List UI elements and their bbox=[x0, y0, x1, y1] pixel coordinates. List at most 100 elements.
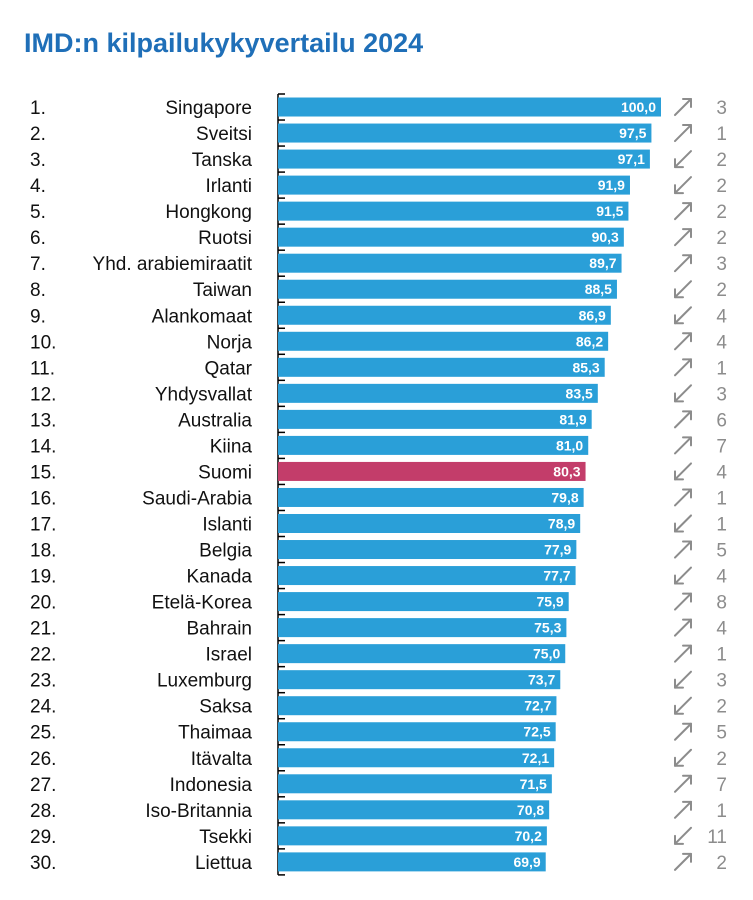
trend-down-arrow-icon bbox=[674, 514, 692, 533]
rank-label: 17. bbox=[30, 514, 56, 535]
country-label: Israel bbox=[206, 645, 252, 666]
bar bbox=[278, 722, 556, 742]
chart-row: 29. Tsekki 70,2 11 bbox=[30, 826, 727, 848]
trend-up-arrow-icon bbox=[674, 540, 692, 559]
trend-up-arrow-icon bbox=[674, 488, 692, 507]
chart-row: 25. Thaimaa 72,5 5 bbox=[30, 722, 727, 744]
trend-up-arrow-icon bbox=[674, 202, 692, 221]
rank-change-label: 3 bbox=[716, 254, 727, 275]
rank-label: 8. bbox=[30, 280, 46, 301]
rank-change-label: 8 bbox=[716, 593, 727, 614]
rank-label: 3. bbox=[30, 150, 46, 171]
country-label: Bahrain bbox=[187, 619, 253, 640]
value-label: 77,7 bbox=[543, 568, 570, 584]
bar bbox=[278, 748, 555, 768]
rank-change-label: 2 bbox=[716, 749, 727, 770]
trend-up-arrow-icon bbox=[674, 774, 692, 793]
chart-row: 7. Yhd. arabiemiraatit 89,7 3 bbox=[30, 253, 727, 275]
rank-label: 21. bbox=[30, 619, 56, 640]
value-label: 97,1 bbox=[618, 151, 645, 167]
rank-change-label: 2 bbox=[716, 228, 727, 249]
rank-change-label: 4 bbox=[716, 619, 727, 640]
bar bbox=[278, 540, 577, 560]
value-label: 72,7 bbox=[524, 698, 551, 714]
country-label: Suomi bbox=[198, 462, 252, 483]
country-label: Belgia bbox=[199, 541, 252, 562]
value-label: 75,9 bbox=[536, 594, 563, 610]
country-label: Thaimaa bbox=[178, 723, 252, 744]
value-label: 91,9 bbox=[598, 177, 625, 193]
chart-row: 20. Etelä-Korea 75,9 8 bbox=[30, 592, 727, 614]
rank-change-label: 5 bbox=[716, 541, 727, 562]
rank-change-label: 4 bbox=[716, 567, 727, 588]
rank-label: 22. bbox=[30, 645, 56, 666]
rank-change-label: 2 bbox=[716, 150, 727, 171]
value-label: 86,9 bbox=[579, 307, 606, 323]
chart-row: 22. Israel 75,0 1 bbox=[30, 644, 727, 666]
chart-title: IMD:n kilpailukykyvertailu 2024 bbox=[24, 28, 424, 58]
chart-row: 6. Ruotsi 90,3 2 bbox=[30, 227, 727, 249]
bar bbox=[278, 383, 598, 403]
trend-down-arrow-icon bbox=[674, 384, 692, 403]
country-label: Qatar bbox=[204, 358, 252, 379]
rank-change-label: 1 bbox=[716, 645, 727, 666]
trend-up-arrow-icon bbox=[674, 228, 692, 247]
bar bbox=[278, 409, 592, 429]
chart-row: 27. Indonesia 71,5 7 bbox=[30, 774, 727, 796]
rank-change-label: 2 bbox=[716, 280, 727, 301]
chart-row: 3. Tanska 97,1 2 bbox=[30, 149, 727, 171]
trend-down-arrow-icon bbox=[674, 670, 692, 689]
bar bbox=[278, 279, 617, 299]
rank-label: 5. bbox=[30, 202, 46, 223]
bar bbox=[278, 253, 622, 273]
value-label: 80,3 bbox=[553, 463, 580, 479]
value-label: 81,0 bbox=[556, 437, 583, 453]
chart-row: 11. Qatar 85,3 1 bbox=[30, 357, 727, 379]
bar bbox=[278, 513, 581, 533]
country-label: Singapore bbox=[165, 98, 252, 119]
value-label: 86,2 bbox=[576, 333, 603, 349]
value-label: 100,0 bbox=[621, 99, 656, 115]
value-label: 75,0 bbox=[533, 646, 560, 662]
trend-up-arrow-icon bbox=[674, 254, 692, 273]
rank-label: 19. bbox=[30, 567, 56, 588]
country-label: Saksa bbox=[199, 697, 252, 718]
chart-row: 18. Belgia 77,9 5 bbox=[30, 540, 727, 562]
trend-down-arrow-icon bbox=[674, 566, 692, 585]
chart-row: 30. Liettua 69,9 2 bbox=[30, 852, 727, 874]
country-label: Kiina bbox=[210, 436, 253, 457]
chart-row: 24. Saksa 72,7 2 bbox=[30, 696, 727, 718]
rank-change-label: 1 bbox=[716, 124, 727, 145]
trend-up-arrow-icon bbox=[674, 722, 692, 741]
country-label: Kanada bbox=[186, 567, 252, 588]
rank-label: 30. bbox=[30, 853, 56, 874]
bar bbox=[278, 696, 557, 716]
value-label: 83,5 bbox=[566, 385, 593, 401]
trend-up-arrow-icon bbox=[674, 618, 692, 637]
country-label: Taiwan bbox=[193, 280, 252, 301]
rank-change-label: 1 bbox=[716, 358, 727, 379]
rank-label: 26. bbox=[30, 749, 56, 770]
chart-row: 4. Irlanti 91,9 2 bbox=[30, 175, 727, 197]
rank-label: 9. bbox=[30, 306, 46, 327]
rank-label: 23. bbox=[30, 671, 56, 692]
rank-change-label: 2 bbox=[716, 697, 727, 718]
trend-up-arrow-icon bbox=[674, 124, 692, 143]
rank-label: 18. bbox=[30, 541, 56, 562]
bar bbox=[278, 123, 652, 143]
rank-change-label: 2 bbox=[716, 853, 727, 874]
value-label: 79,8 bbox=[551, 489, 578, 505]
rank-label: 4. bbox=[30, 176, 46, 197]
country-label: Islanti bbox=[202, 514, 252, 535]
bar bbox=[278, 227, 624, 247]
chart-row: 10. Norja 86,2 4 bbox=[30, 331, 727, 353]
chart-row: 16. Saudi-Arabia 79,8 1 bbox=[30, 487, 727, 509]
chart-row: 23. Luxemburg 73,7 3 bbox=[30, 670, 727, 692]
rank-label: 28. bbox=[30, 801, 56, 822]
value-label: 70,8 bbox=[517, 802, 544, 818]
bar bbox=[278, 331, 609, 351]
country-label: Indonesia bbox=[170, 775, 253, 796]
country-label: Iso-Britannia bbox=[145, 801, 252, 822]
rank-change-label: 4 bbox=[716, 332, 727, 353]
chart-row: 12. Yhdysvallat 83,5 3 bbox=[30, 383, 727, 405]
